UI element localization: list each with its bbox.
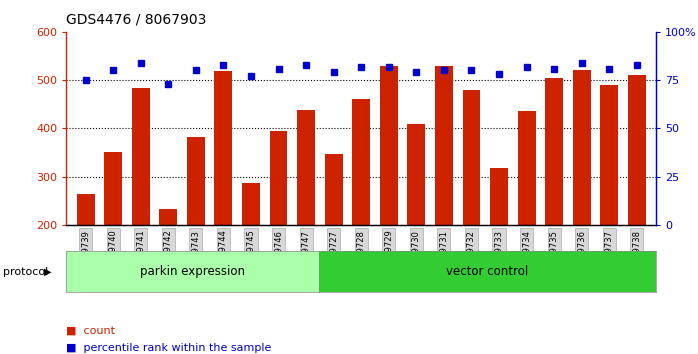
Bar <box>214 72 232 321</box>
Bar <box>573 70 591 321</box>
Text: protocol: protocol <box>3 267 49 277</box>
Bar <box>408 125 425 321</box>
Bar <box>104 153 122 321</box>
Bar <box>269 131 288 321</box>
Text: ▶: ▶ <box>44 267 52 277</box>
Text: GDS4476 / 8067903: GDS4476 / 8067903 <box>66 12 207 27</box>
Bar <box>242 183 260 321</box>
Bar <box>325 154 343 321</box>
Bar <box>600 85 618 321</box>
Bar <box>159 209 177 321</box>
Bar <box>435 65 453 321</box>
Text: ■  percentile rank within the sample: ■ percentile rank within the sample <box>66 343 272 353</box>
Text: ■  count: ■ count <box>66 326 115 336</box>
Bar <box>297 110 315 321</box>
Text: vector control: vector control <box>447 265 528 278</box>
Bar <box>545 78 563 321</box>
Bar <box>628 75 646 321</box>
Bar <box>518 111 535 321</box>
Bar <box>490 168 508 321</box>
Text: parkin expression: parkin expression <box>140 265 245 278</box>
Bar <box>463 90 480 321</box>
Bar <box>132 88 149 321</box>
Bar <box>187 137 205 321</box>
Bar <box>380 65 398 321</box>
Bar <box>77 194 94 321</box>
Bar <box>352 99 370 321</box>
